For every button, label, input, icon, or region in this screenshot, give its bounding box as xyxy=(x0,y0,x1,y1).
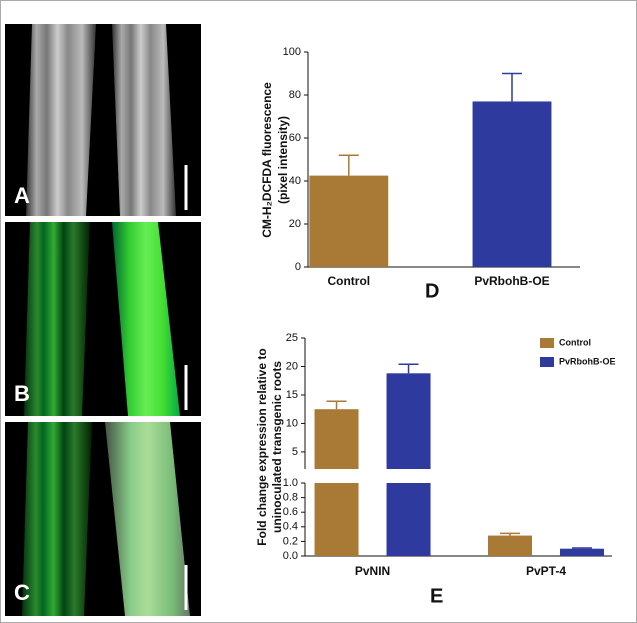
x-tick-label: Control xyxy=(327,274,370,288)
y-tick-label: 5 xyxy=(292,446,298,458)
y-tick-label: 20 xyxy=(286,360,298,372)
bar xyxy=(386,483,431,556)
y-tick-label: 60 xyxy=(289,132,301,144)
y-tick-label: 0.6 xyxy=(283,506,298,518)
y-tick-label: 0 xyxy=(295,261,301,273)
micrograph-a xyxy=(5,24,201,216)
y-tick-label: 15 xyxy=(286,389,298,401)
panel-label: D xyxy=(425,280,439,302)
x-tick-label: PvNIN xyxy=(355,564,390,578)
bar xyxy=(314,483,359,556)
y-tick-label: 25 xyxy=(286,332,298,344)
bar xyxy=(559,548,604,556)
y-tick-label: 100 xyxy=(283,46,301,58)
y-tick-label: 0.8 xyxy=(283,492,298,504)
panel-label: B xyxy=(14,381,30,406)
panel-label: A xyxy=(14,183,30,208)
y-tick-label: 0.2 xyxy=(283,535,298,547)
x-tick-label: PvRbohB-OE xyxy=(474,274,549,288)
micrograph-c xyxy=(5,422,201,616)
y-axis-label: (pixel intensity) xyxy=(276,116,290,204)
legend-label: Control xyxy=(559,337,591,347)
bar xyxy=(314,409,359,469)
y-tick-label: 0.4 xyxy=(283,521,298,533)
panel-label: C xyxy=(14,580,30,605)
bar xyxy=(386,373,431,469)
y-axis-label: CM-H₂DCFDA fluorescence xyxy=(260,82,274,238)
y-tick-label: 1.0 xyxy=(283,477,298,489)
y-axis-label: uninoculated transgenic roots xyxy=(270,361,284,533)
y-tick-label: 20 xyxy=(289,218,301,230)
panel-label: E xyxy=(430,585,443,607)
y-axis-label: Fold change expression relative to xyxy=(255,348,269,545)
legend-swatch xyxy=(540,338,554,348)
column-header: PvRbohB-OE xyxy=(108,4,197,20)
legend-swatch xyxy=(540,357,554,367)
x-tick-label: PvPT-4 xyxy=(526,564,566,578)
bar xyxy=(309,175,389,267)
bar xyxy=(487,535,532,556)
y-tick-label: 0.0 xyxy=(283,550,298,562)
column-header: Control xyxy=(38,4,88,20)
bar xyxy=(472,101,552,267)
y-tick-label: 10 xyxy=(286,417,298,429)
y-tick-label: 40 xyxy=(289,175,301,187)
micrograph-b xyxy=(5,222,201,416)
y-tick-label: 80 xyxy=(289,89,301,101)
legend-label: PvRbohB-OE xyxy=(559,356,616,366)
